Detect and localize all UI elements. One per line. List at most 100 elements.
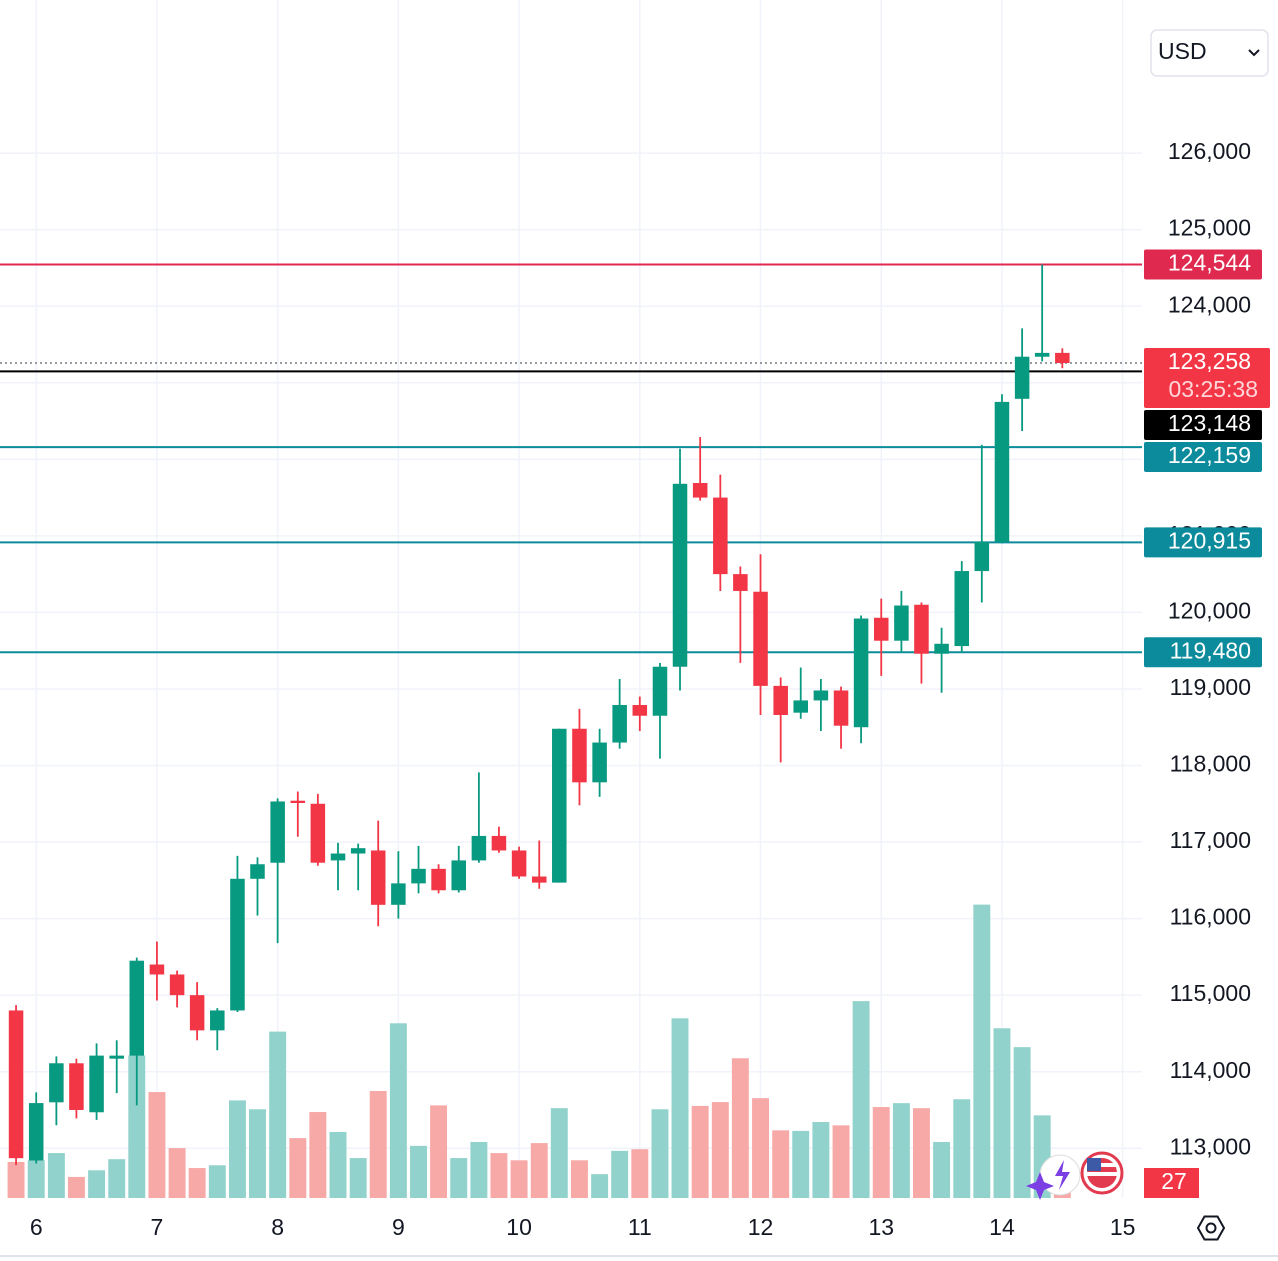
volume-bar [7,1161,25,1198]
price-label-box [1144,347,1270,408]
candle-body [572,728,587,783]
price-label: 123,148 [1168,410,1251,436]
bolt [1055,1160,1070,1190]
candle-body [370,850,386,905]
price-label-box [1144,409,1262,440]
volume-bar [912,1108,930,1198]
y-tick-label: 115,000 [1170,980,1251,1006]
grid [0,0,1142,1198]
candle-body [552,728,567,883]
x-tick-label: 7 [151,1214,164,1240]
volume-bar [752,1098,769,1198]
candle-body [290,800,306,804]
volume-bar [108,1159,126,1198]
volume-bar [450,1158,468,1198]
hexagon[interactable] [1196,1215,1226,1241]
y-tick-label: 124,000 [1168,291,1251,317]
candle-body [914,604,929,654]
candle-body [28,1103,44,1161]
volume-bar [651,1109,669,1198]
candle-body [632,705,648,716]
volume-bar [731,1058,749,1198]
volume-bar [550,1108,568,1198]
volume-bar [470,1141,488,1198]
volume-bar [369,1090,387,1198]
price-label-box [1144,637,1262,668]
candle-body [109,1055,124,1059]
y-tick-label: 125,000 [1168,215,1251,241]
volume-bar [27,1160,45,1198]
candle-body [1014,356,1030,399]
x-tick-label: 10 [506,1214,532,1240]
candle-body [69,1063,84,1110]
candle-body [189,995,205,1031]
price-label: 124,544 [1168,250,1251,276]
volume-bar [611,1150,629,1198]
volume-bar [852,1001,870,1198]
volume-bar [872,1107,890,1198]
candle-body [833,690,849,726]
x-tick-label: 9 [392,1214,405,1240]
currency-select[interactable]: USD [1150,29,1269,77]
candle-body [250,864,265,879]
currency-box[interactable] [1150,29,1269,77]
flag-canton [1087,1158,1101,1171]
volume-bar [67,1176,85,1198]
candle-body [733,574,748,591]
volume-bar [792,1130,810,1198]
candle-body [8,1010,24,1159]
x-tick-label: 15 [1110,1214,1136,1240]
candle-body [350,848,366,854]
volume-bar [671,1018,689,1198]
volume-bar [208,1165,226,1198]
volume-bar [188,1168,206,1198]
candle-body [692,483,708,498]
candle-body [954,571,970,647]
x-tick-label: 6 [30,1214,43,1240]
sparkle [1026,1172,1054,1200]
volume-bar [973,904,991,1198]
price-label: 122,159 [1168,442,1251,468]
volume-bar [832,1125,850,1198]
volume-label-box [1144,1168,1199,1198]
candle-body [853,618,869,728]
currency-label[interactable]: USD [1158,38,1207,64]
flag-stripe [1087,1172,1117,1176]
volume-bar [510,1160,528,1198]
candle-body [169,974,185,996]
volume-bar [309,1112,327,1198]
candle-body [330,853,346,861]
settings-icon[interactable] [1196,1215,1226,1241]
volume-bar [289,1138,307,1198]
volume-bar [591,1174,609,1198]
candle-body [592,742,607,783]
volume-bar [490,1153,508,1198]
axis-layer: 113,000 114,000 115,000 116,000 117,000 118,0… [30,138,1270,1240]
x-tick-label: 13 [868,1214,894,1240]
volume-bar [953,1099,971,1198]
candle-body [230,878,245,1011]
candle-body [471,835,487,861]
countdown-label: 03:25:38 [1168,376,1258,402]
y-tick-label: 119,000 [1170,674,1251,700]
candle-body [310,803,326,863]
volume-bar [389,1023,407,1198]
volume-bar [933,1141,951,1198]
volume-bar [47,1153,65,1198]
candle-body [129,960,145,1056]
hex-dot [1205,1222,1217,1234]
price-label: 120,915 [1168,527,1251,553]
volume-bar [148,1092,166,1198]
y-tick-label: 113,000 [1170,1133,1251,1159]
volume-bar [772,1130,790,1198]
chevron [1248,49,1260,57]
volume-bar [249,1109,266,1198]
flag-icon[interactable] [1080,1151,1124,1195]
assistant-icon[interactable] [1026,1154,1081,1200]
candle-body [49,1063,64,1103]
y-tick-label: 117,000 [1170,827,1251,853]
price-label-box [1144,441,1262,472]
candle-body [531,876,547,883]
candle-body [873,617,889,641]
